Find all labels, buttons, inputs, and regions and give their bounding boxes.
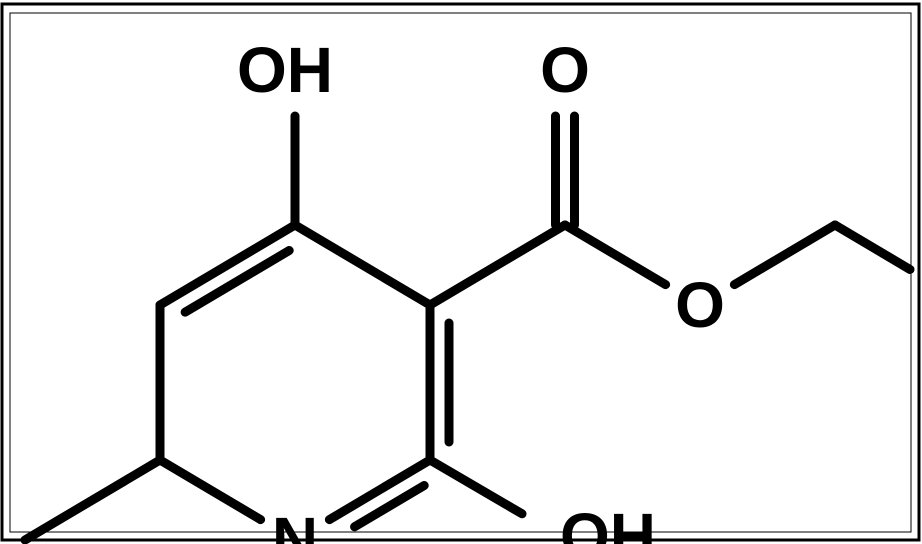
bond bbox=[295, 225, 430, 305]
bond bbox=[25, 460, 160, 540]
atom-label-oh2: OH bbox=[560, 500, 656, 544]
outer-frame bbox=[2, 4, 919, 540]
bond bbox=[734, 225, 835, 285]
bond bbox=[565, 225, 666, 285]
bond bbox=[160, 225, 295, 305]
atom-label-os: O bbox=[675, 269, 725, 341]
atom-label-oh1: OH bbox=[237, 34, 333, 106]
bond bbox=[355, 486, 425, 527]
bond bbox=[430, 460, 522, 514]
bond bbox=[430, 225, 565, 305]
inner-frame bbox=[10, 13, 911, 532]
bond bbox=[835, 225, 910, 269]
atom-label-n: N bbox=[272, 504, 318, 544]
atom-label-od: O bbox=[540, 34, 590, 106]
bond bbox=[160, 460, 261, 520]
molecule-diagram: N OH OH O O bbox=[0, 0, 922, 544]
